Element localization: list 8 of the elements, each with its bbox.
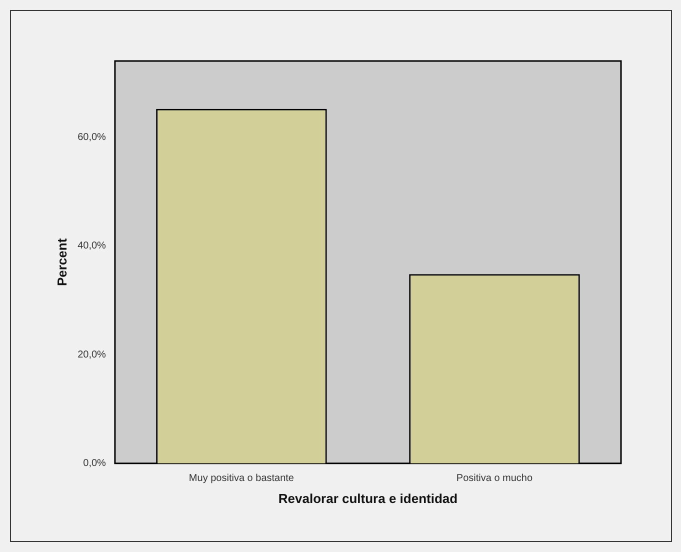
y-tick-label: 20,0% <box>78 349 106 360</box>
x-tick-label: Muy positiva o bastante <box>188 473 294 484</box>
y-tick-label: 40,0% <box>78 240 106 252</box>
y-tick-label: 60,0% <box>78 132 106 143</box>
y-tick-label: 0,0% <box>83 458 106 470</box>
x-tick-label: Positiva o mucho <box>456 473 533 484</box>
x-axis-title: Revalorar cultura e identidad <box>278 490 458 506</box>
y-axis-title: Percent <box>54 238 70 286</box>
